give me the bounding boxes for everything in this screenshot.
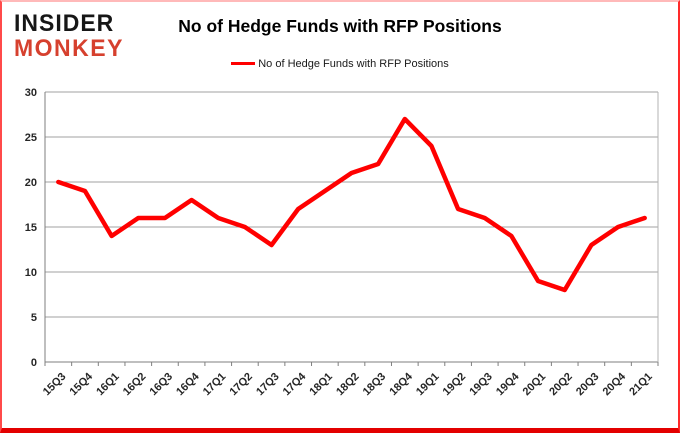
x-axis-label: 19Q1	[414, 371, 442, 399]
y-axis-tick-label: 5	[31, 312, 37, 324]
x-axis-label: 17Q3	[254, 371, 282, 399]
x-axis-label: 18Q3	[361, 371, 389, 399]
x-axis-label: 17Q2	[227, 371, 255, 399]
x-axis-label: 18Q2	[334, 371, 362, 399]
x-axis-label: 19Q4	[494, 370, 522, 398]
x-axis-label: 16Q2	[121, 371, 149, 399]
x-axis-label: 18Q4	[387, 370, 415, 398]
chart-legend: No of Hedge Funds with RFP Positions	[0, 58, 680, 70]
y-axis-tick-label: 15	[25, 222, 37, 234]
x-axis-label: 17Q1	[201, 371, 229, 399]
legend-line-swatch	[231, 61, 256, 65]
insider-monkey-logo: INSIDER MONKEY	[14, 10, 124, 60]
y-axis-tick-label: 0	[31, 357, 37, 369]
y-axis-tick-label: 10	[25, 267, 37, 279]
x-axis-label: 19Q3	[467, 371, 495, 399]
x-axis-label: 20Q3	[574, 371, 602, 399]
x-axis-label: 20Q1	[521, 371, 549, 399]
logo-text-insider: INSIDER	[14, 8, 115, 37]
x-axis-label: 19Q2	[441, 371, 469, 399]
x-axis-label: 16Q4	[174, 370, 202, 398]
x-axis-label: 20Q4	[601, 370, 629, 398]
y-axis-tick-label: 25	[25, 132, 37, 144]
x-axis-label: 20Q2	[547, 371, 575, 399]
x-axis-label: 17Q4	[281, 370, 309, 398]
y-axis-tick-label: 20	[25, 177, 37, 189]
x-axis-label: 18Q1	[307, 371, 335, 399]
x-axis-label: 15Q3	[41, 371, 69, 399]
chart-title: No of Hedge Funds with RFP Positions	[178, 16, 502, 36]
logo-text-monkey: MONKEY	[14, 34, 124, 62]
x-axis-label: 16Q3	[148, 371, 176, 399]
legend-label: No of Hedge Funds with RFP Positions	[258, 58, 449, 70]
x-axis-label: 15Q4	[68, 370, 96, 398]
series-line	[56, 116, 647, 293]
x-axis-label: 21Q1	[627, 371, 655, 399]
y-axis-tick-label: 30	[25, 87, 37, 99]
x-axis-label: 16Q1	[94, 371, 122, 399]
